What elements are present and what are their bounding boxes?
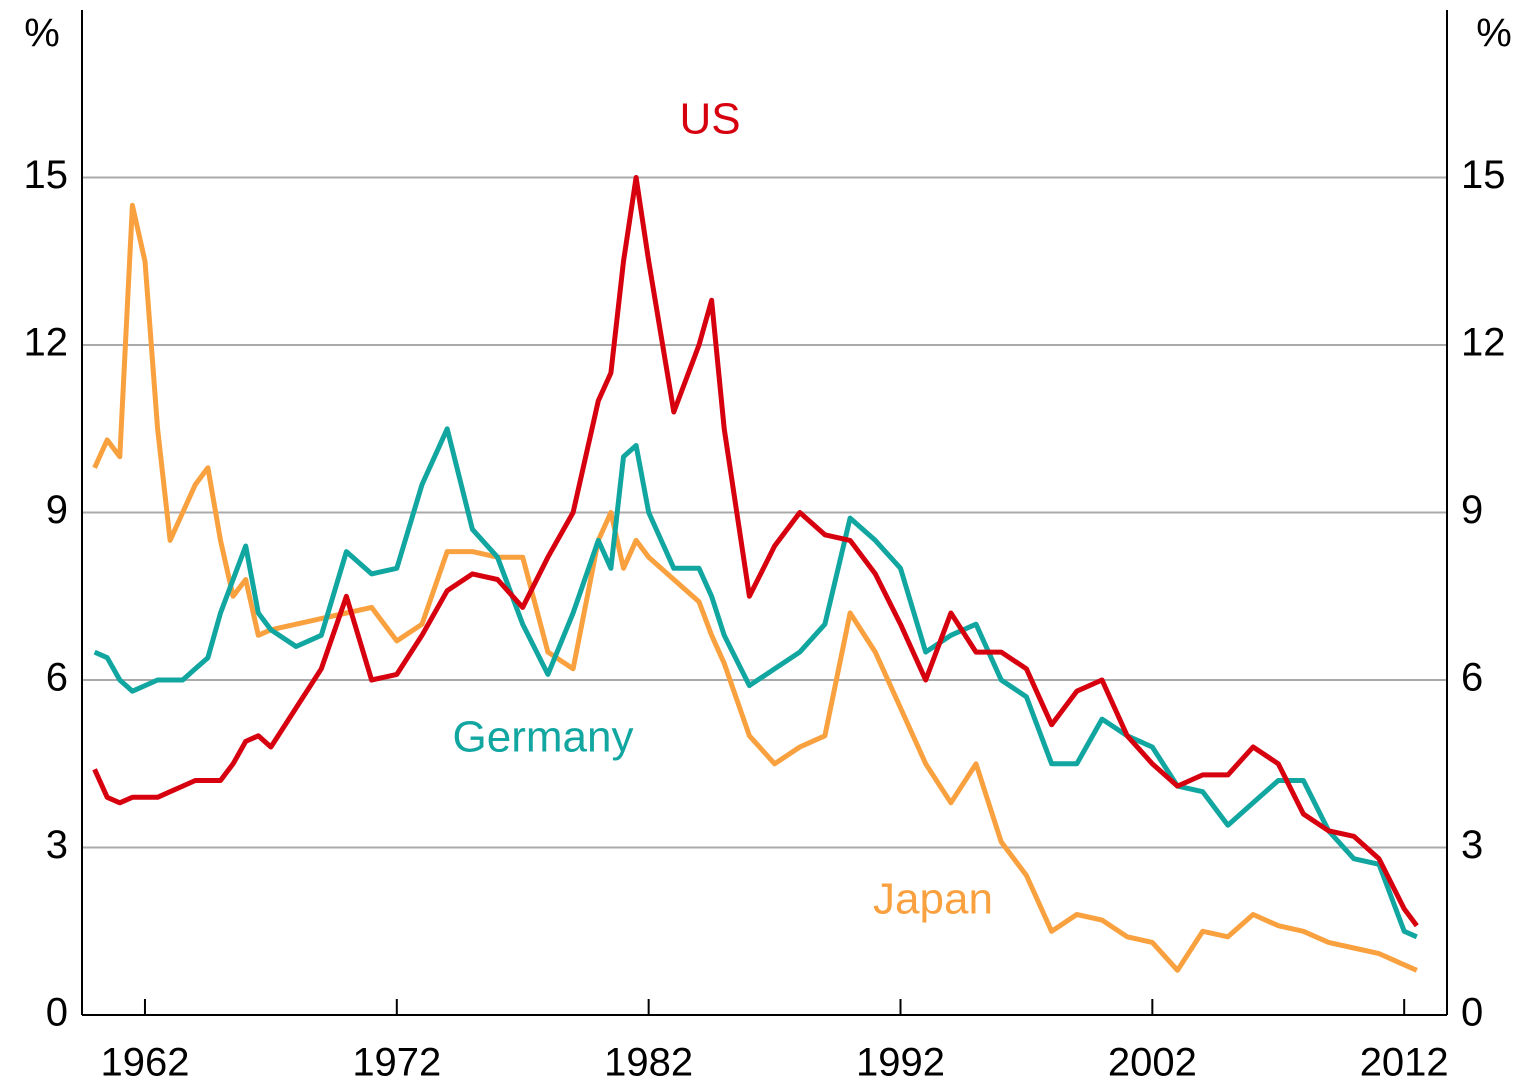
- y2-tick-label: 3: [1461, 823, 1483, 867]
- y-tick-label: 6: [46, 656, 68, 700]
- y2-tick-label: 15: [1461, 153, 1506, 197]
- y-tick-label: 0: [46, 991, 68, 1035]
- y-tick-label: 3: [46, 823, 68, 867]
- x-tick-label: 1992: [856, 1041, 945, 1085]
- x-tick-label: 1962: [100, 1041, 189, 1085]
- y2-tick-label: 9: [1461, 488, 1483, 532]
- y2-tick-label: 12: [1461, 321, 1506, 365]
- y2-tick-label: 0: [1461, 991, 1483, 1035]
- y-tick-label: 12: [24, 321, 69, 365]
- y-tick-label: 9: [46, 488, 68, 532]
- series-label: Germany: [453, 713, 634, 762]
- series-label: Japan: [873, 875, 993, 924]
- y-axis-label: %: [24, 12, 60, 56]
- x-tick-label: 1972: [352, 1041, 441, 1085]
- series-line: [93, 426, 1418, 940]
- y2-axis-label: %: [1476, 12, 1512, 56]
- x-tick-label: 1982: [604, 1041, 693, 1085]
- series-line: [92, 175, 1419, 928]
- y2-tick-label: 6: [1461, 656, 1483, 700]
- x-tick-label: 2012: [1360, 1041, 1449, 1085]
- x-tick-label: 2002: [1108, 1041, 1197, 1085]
- series-label: US: [679, 95, 740, 144]
- y-tick-label: 15: [24, 153, 69, 197]
- series-line: [92, 202, 1418, 973]
